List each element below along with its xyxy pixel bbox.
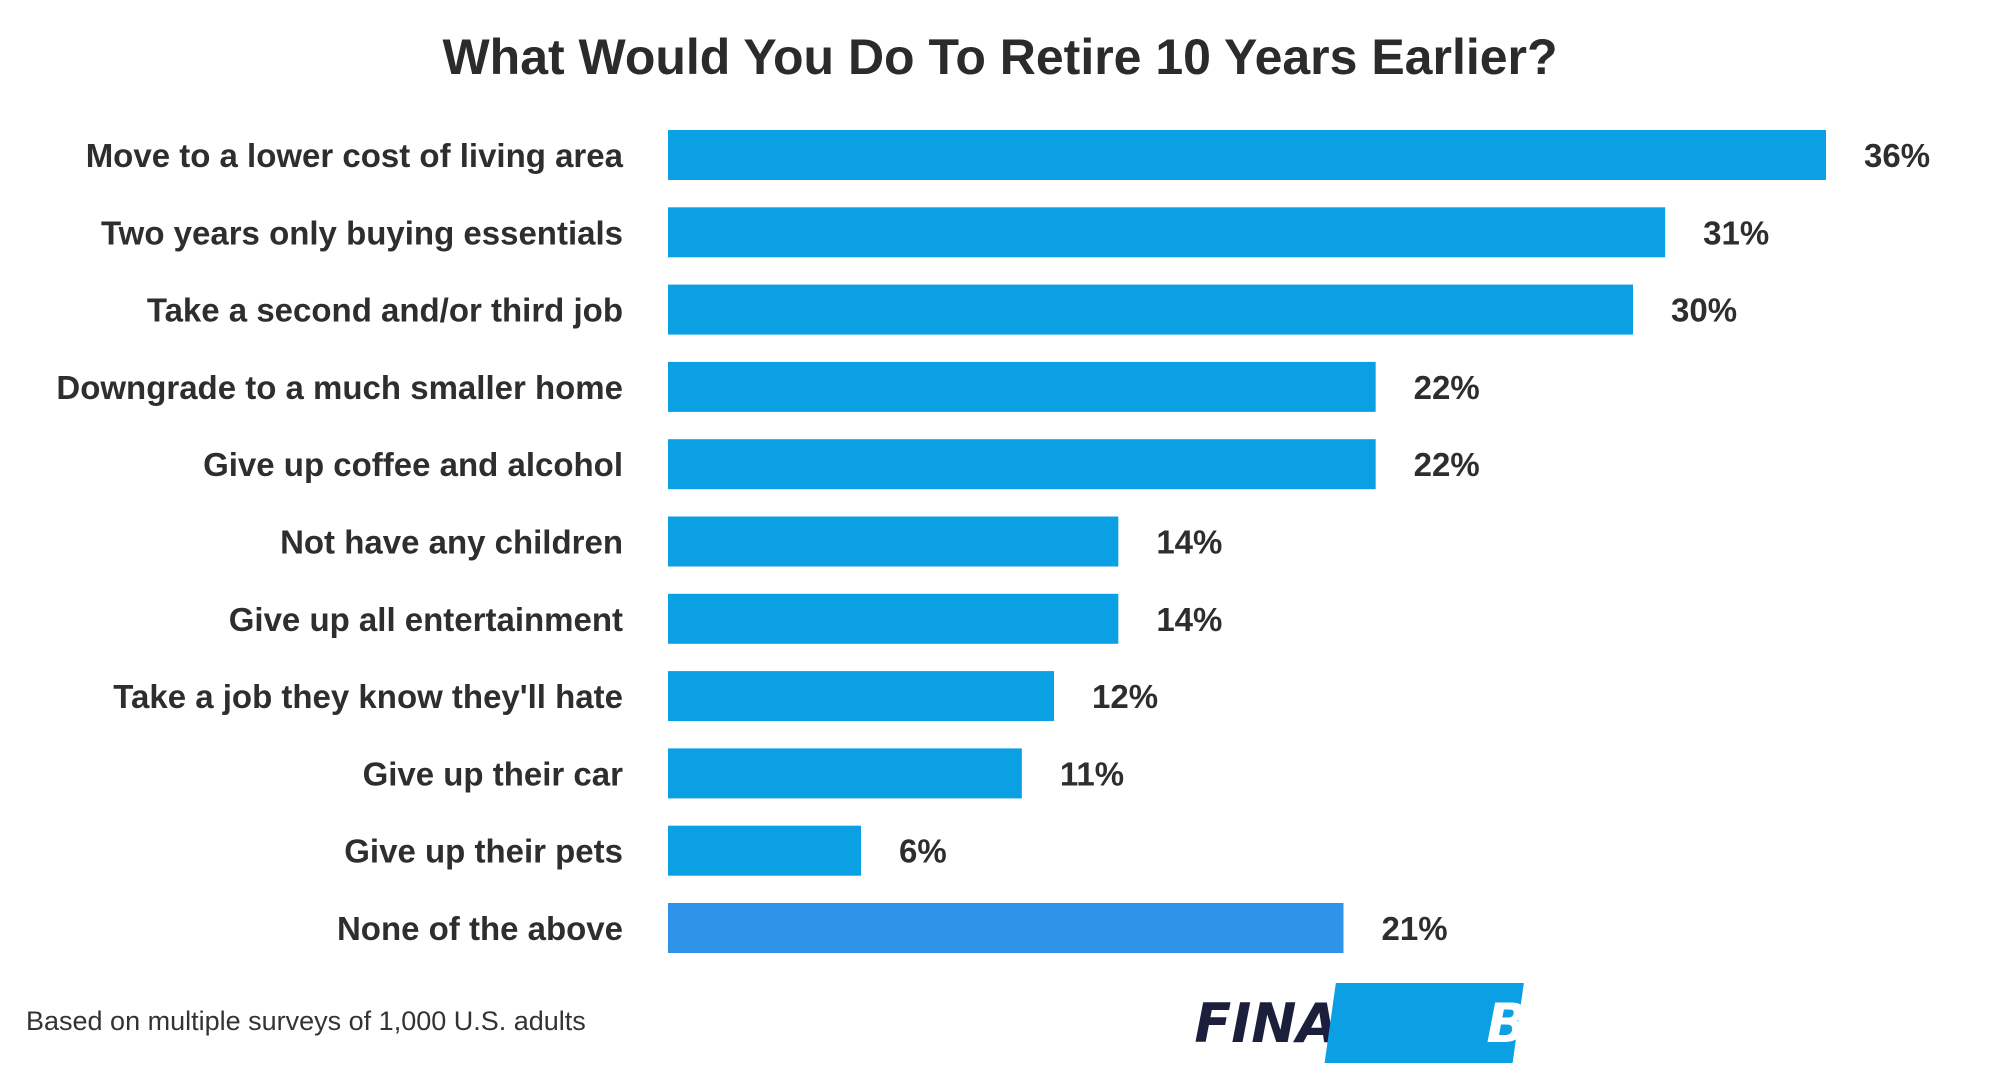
category-label: Not have any children [280,524,623,561]
bar [668,284,1633,335]
value-label: 6% [899,833,947,870]
value-label: 36% [1864,137,1930,174]
bar [668,130,1826,180]
bar [668,748,1022,799]
bar [668,439,1376,490]
value-label: 12% [1092,678,1158,715]
bar [668,593,1119,644]
bar [668,361,1376,412]
bar [668,825,861,876]
category-label: Give up their pets [344,833,623,870]
footnote: Based on multiple surveys of 1,000 U.S. … [26,1006,586,1036]
financebuzz-logo: FINANCE BUZZ [1194,983,1650,1063]
bar [668,671,1054,722]
category-label: Give up their car [363,755,624,792]
category-label: None of the above [337,910,623,947]
value-label: 14% [1156,524,1222,561]
category-label: Move to a lower cost of living area [86,137,624,174]
category-label: Downgrade to a much smaller home [56,369,623,406]
category-label: Take a second and/or third job [147,292,623,329]
category-label: Give up coffee and alcohol [203,446,623,483]
category-label: Take a job they know they'll hate [113,678,623,715]
value-label: 14% [1156,601,1222,638]
value-label: 22% [1414,369,1480,406]
value-label: 21% [1382,910,1448,947]
value-label: 31% [1703,214,1769,251]
value-label: 22% [1414,446,1480,483]
value-label: 30% [1671,292,1737,329]
plot-area: Move to a lower cost of living area 36% Tw… [56,130,1930,953]
bar [668,207,1666,258]
logo-box [1324,983,1524,1063]
value-label: 11% [1060,755,1124,792]
bar [668,903,1344,953]
bar [668,516,1119,567]
category-label: Give up all entertainment [229,601,623,638]
category-label: Two years only buying essentials [101,214,623,251]
chart-title: What Would You Do To Retire 10 Years Ear… [442,29,1557,85]
logo-text-buzz: BUZZ [1486,992,1650,1055]
